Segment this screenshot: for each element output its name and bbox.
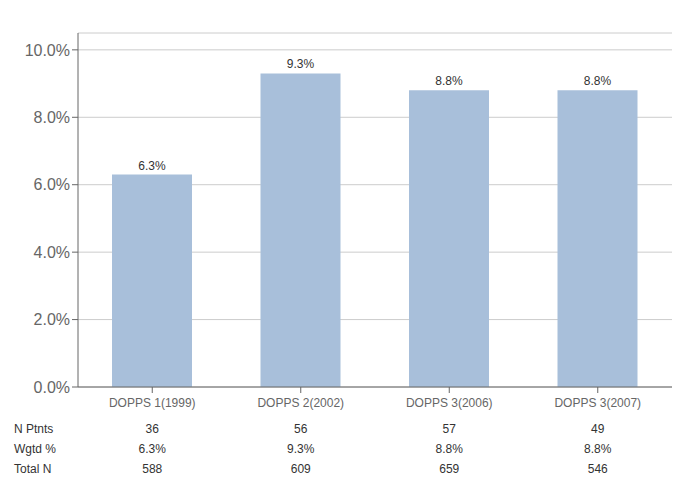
svg-text:659: 659 <box>439 462 459 476</box>
svg-text:57: 57 <box>443 422 457 436</box>
svg-text:8.8%: 8.8% <box>584 74 612 88</box>
svg-text:8.0%: 8.0% <box>34 109 70 126</box>
svg-text:8.8%: 8.8% <box>436 442 464 456</box>
svg-text:9.3%: 9.3% <box>287 57 315 71</box>
svg-text:Total N: Total N <box>14 462 51 476</box>
svg-text:609: 609 <box>291 462 311 476</box>
svg-text:6.3%: 6.3% <box>138 159 166 173</box>
svg-text:588: 588 <box>142 462 162 476</box>
svg-text:Wgtd %: Wgtd % <box>14 442 56 456</box>
svg-text:8.8%: 8.8% <box>584 442 612 456</box>
svg-text:546: 546 <box>588 462 608 476</box>
svg-text:DOPPS 3(2007): DOPPS 3(2007) <box>554 396 641 410</box>
svg-text:56: 56 <box>294 422 308 436</box>
svg-text:DOPPS 2(2002): DOPPS 2(2002) <box>257 396 344 410</box>
svg-text:4.0%: 4.0% <box>34 244 70 261</box>
svg-text:10.0%: 10.0% <box>25 42 70 59</box>
svg-text:2.0%: 2.0% <box>34 311 70 328</box>
svg-text:9.3%: 9.3% <box>287 442 315 456</box>
svg-text:36: 36 <box>146 422 160 436</box>
svg-text:6.3%: 6.3% <box>139 442 167 456</box>
svg-text:DOPPS 1(1999): DOPPS 1(1999) <box>109 396 196 410</box>
svg-text:N Ptnts: N Ptnts <box>14 422 53 436</box>
svg-text:0.0%: 0.0% <box>34 379 70 396</box>
svg-text:49: 49 <box>591 422 605 436</box>
svg-text:6.0%: 6.0% <box>34 176 70 193</box>
svg-text:DOPPS 3(2006): DOPPS 3(2006) <box>406 396 493 410</box>
svg-text:8.8%: 8.8% <box>435 74 463 88</box>
